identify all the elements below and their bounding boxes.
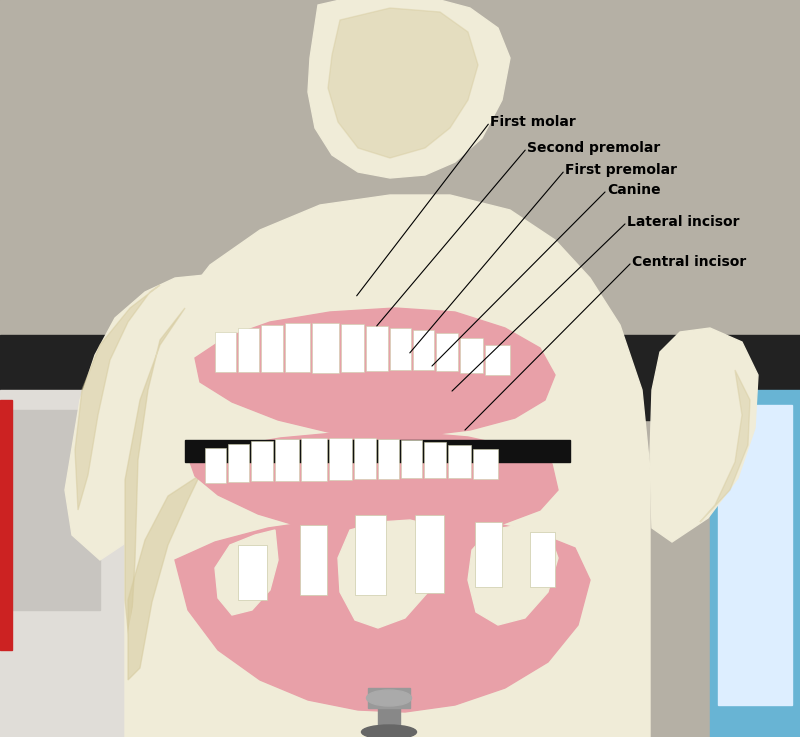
Bar	[448, 445, 471, 478]
Polygon shape	[128, 475, 200, 680]
Bar	[0, 400, 12, 650]
Bar	[0, 390, 125, 737]
Bar	[378, 700, 400, 737]
Bar	[401, 440, 422, 478]
Bar	[390, 328, 411, 370]
Polygon shape	[128, 436, 635, 737]
Bar	[718, 405, 792, 705]
Polygon shape	[125, 308, 185, 650]
Polygon shape	[338, 520, 438, 628]
Bar	[530, 532, 555, 587]
Bar	[251, 441, 273, 481]
Text: Second premolar: Second premolar	[527, 141, 660, 155]
Bar	[215, 332, 236, 372]
Bar	[413, 330, 434, 370]
Text: Canine: Canine	[607, 183, 661, 197]
Bar	[185, 440, 570, 462]
Polygon shape	[195, 308, 555, 437]
Bar	[0, 335, 800, 420]
Polygon shape	[700, 370, 750, 522]
Bar	[261, 325, 283, 372]
Bar	[424, 442, 446, 478]
Text: Central incisor: Central incisor	[632, 255, 746, 269]
Polygon shape	[328, 8, 478, 158]
Bar	[312, 323, 339, 373]
Bar	[366, 326, 388, 371]
Text: First molar: First molar	[490, 115, 576, 129]
Polygon shape	[75, 285, 160, 510]
Bar	[238, 328, 259, 372]
Bar	[300, 525, 327, 595]
Polygon shape	[190, 432, 558, 538]
Bar	[10, 410, 100, 610]
Bar	[228, 444, 249, 482]
Bar	[415, 515, 444, 593]
Bar	[485, 345, 510, 375]
Bar	[329, 438, 352, 480]
Polygon shape	[215, 530, 278, 615]
Text: First premolar: First premolar	[565, 163, 677, 177]
Polygon shape	[125, 195, 650, 737]
Polygon shape	[175, 516, 590, 712]
Bar	[473, 449, 498, 479]
Polygon shape	[308, 0, 510, 178]
Text: Lateral incisor: Lateral incisor	[627, 215, 739, 229]
Bar	[238, 545, 267, 600]
Polygon shape	[65, 275, 220, 560]
Bar	[341, 324, 364, 372]
Bar	[275, 439, 299, 481]
Bar	[355, 515, 386, 595]
Bar	[378, 439, 399, 479]
Bar	[205, 448, 226, 483]
Bar	[301, 438, 327, 481]
Bar	[460, 338, 483, 373]
Bar	[368, 688, 410, 708]
Polygon shape	[650, 328, 758, 542]
Bar	[475, 522, 502, 587]
Bar	[285, 323, 310, 372]
Bar	[710, 390, 800, 737]
Ellipse shape	[366, 690, 411, 706]
Bar	[354, 438, 376, 479]
Polygon shape	[468, 525, 558, 625]
Bar	[436, 333, 458, 371]
Ellipse shape	[362, 725, 417, 737]
